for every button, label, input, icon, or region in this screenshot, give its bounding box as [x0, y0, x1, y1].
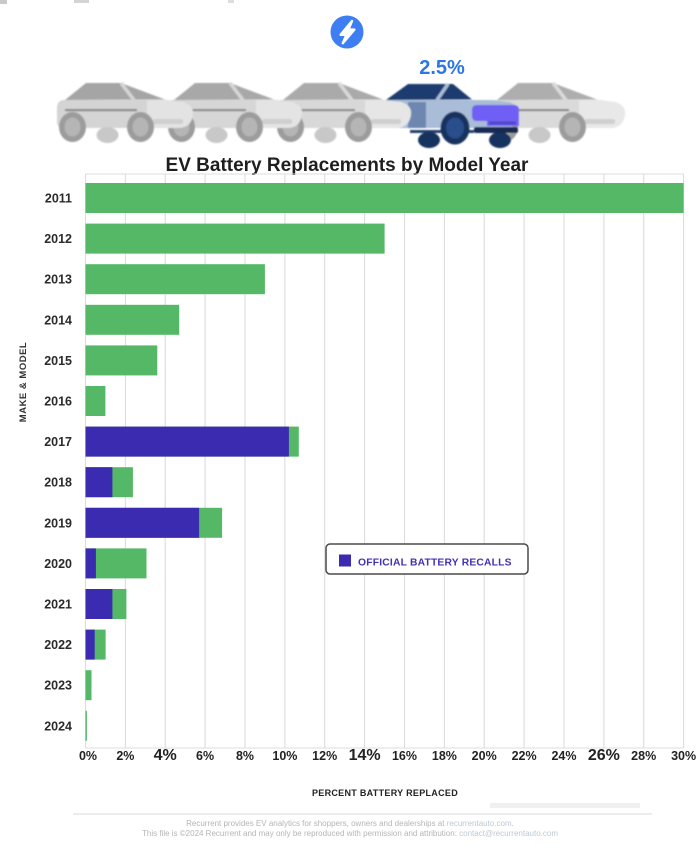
svg-text:Recurrent provides EV analytic: Recurrent provides EV analytics for shop…	[186, 819, 514, 828]
svg-text:2%: 2%	[116, 749, 134, 763]
svg-text:8%: 8%	[236, 749, 254, 763]
svg-text:2011: 2011	[45, 192, 72, 206]
svg-text:16%: 16%	[392, 749, 417, 763]
svg-text:PERCENT BATTERY REPLACED: PERCENT BATTERY REPLACED	[312, 788, 458, 798]
svg-text:0%: 0%	[79, 749, 97, 763]
svg-text:EV Battery Replacements by Mod: EV Battery Replacements by Model Year	[166, 155, 530, 176]
svg-text:2015: 2015	[44, 354, 72, 368]
svg-text:28%: 28%	[631, 749, 656, 763]
svg-text:24%: 24%	[551, 749, 576, 763]
svg-text:22%: 22%	[512, 749, 537, 763]
svg-text:14%: 14%	[349, 747, 381, 764]
svg-text:2016: 2016	[44, 395, 72, 409]
svg-text:2022: 2022	[44, 638, 72, 652]
svg-text:18%: 18%	[432, 749, 457, 763]
svg-text:2020: 2020	[44, 557, 72, 571]
svg-text:2023: 2023	[44, 679, 72, 693]
svg-text:2012: 2012	[44, 232, 72, 246]
svg-text:4%: 4%	[154, 747, 177, 764]
svg-text:26%: 26%	[588, 747, 620, 764]
svg-text:2.5%: 2.5%	[419, 57, 465, 79]
svg-text:2013: 2013	[44, 273, 72, 287]
svg-text:2021: 2021	[44, 598, 72, 612]
svg-text:2019: 2019	[44, 516, 72, 530]
svg-text:10%: 10%	[272, 749, 297, 763]
svg-text:MAKE & MODEL: MAKE & MODEL	[18, 342, 29, 422]
svg-text:2024: 2024	[44, 719, 72, 733]
svg-text:6%: 6%	[196, 749, 214, 763]
svg-text:OFFICIAL BATTERY RECALLS: OFFICIAL BATTERY RECALLS	[358, 558, 512, 569]
svg-text:2017: 2017	[44, 435, 72, 449]
svg-text:This file is ©2024 Recurrent a: This file is ©2024 Recurrent and may onl…	[142, 829, 558, 838]
svg-text:20%: 20%	[472, 749, 497, 763]
svg-text:12%: 12%	[312, 749, 337, 763]
svg-text:30%: 30%	[671, 749, 696, 763]
svg-text:2014: 2014	[44, 313, 72, 327]
svg-text:2018: 2018	[44, 476, 72, 490]
